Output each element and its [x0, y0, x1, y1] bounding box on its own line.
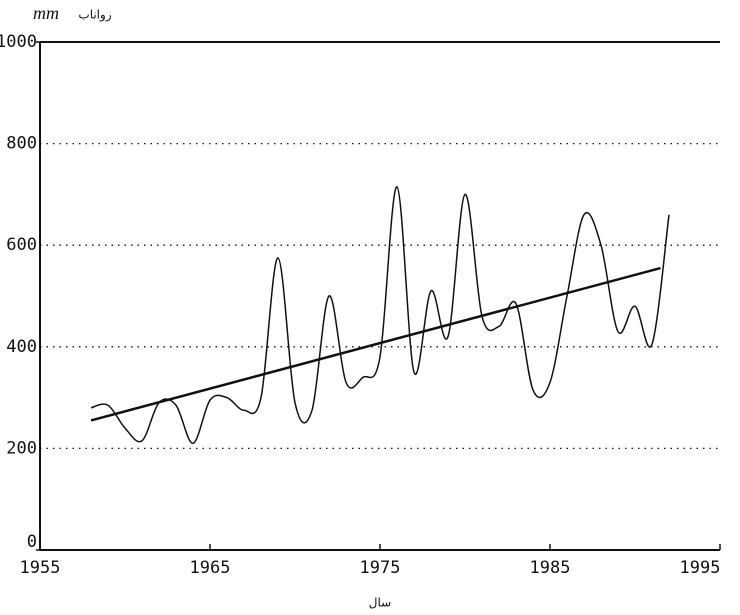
- x-tick-label: 1995: [680, 558, 721, 578]
- x-tick-label: 1965: [190, 558, 231, 578]
- x-tick-label: 1955: [20, 558, 61, 578]
- trend-line: [90, 266, 661, 422]
- y-tick-label: 0: [27, 532, 37, 552]
- y-tick-label: 1000: [0, 32, 37, 52]
- y-tick-label: 200: [6, 438, 37, 458]
- y-tick-label: 400: [6, 337, 37, 357]
- x-tick-label: 1975: [360, 558, 401, 578]
- runoff-line: [90, 186, 670, 445]
- x-axis-label: سال: [369, 596, 391, 610]
- x-tick-label: 1985: [530, 558, 571, 578]
- y-unit: mm: [33, 3, 59, 23]
- y-axis-label: رواناب: [78, 8, 111, 23]
- y-tick-label: 800: [6, 134, 37, 154]
- y-tick-label: 600: [6, 235, 37, 255]
